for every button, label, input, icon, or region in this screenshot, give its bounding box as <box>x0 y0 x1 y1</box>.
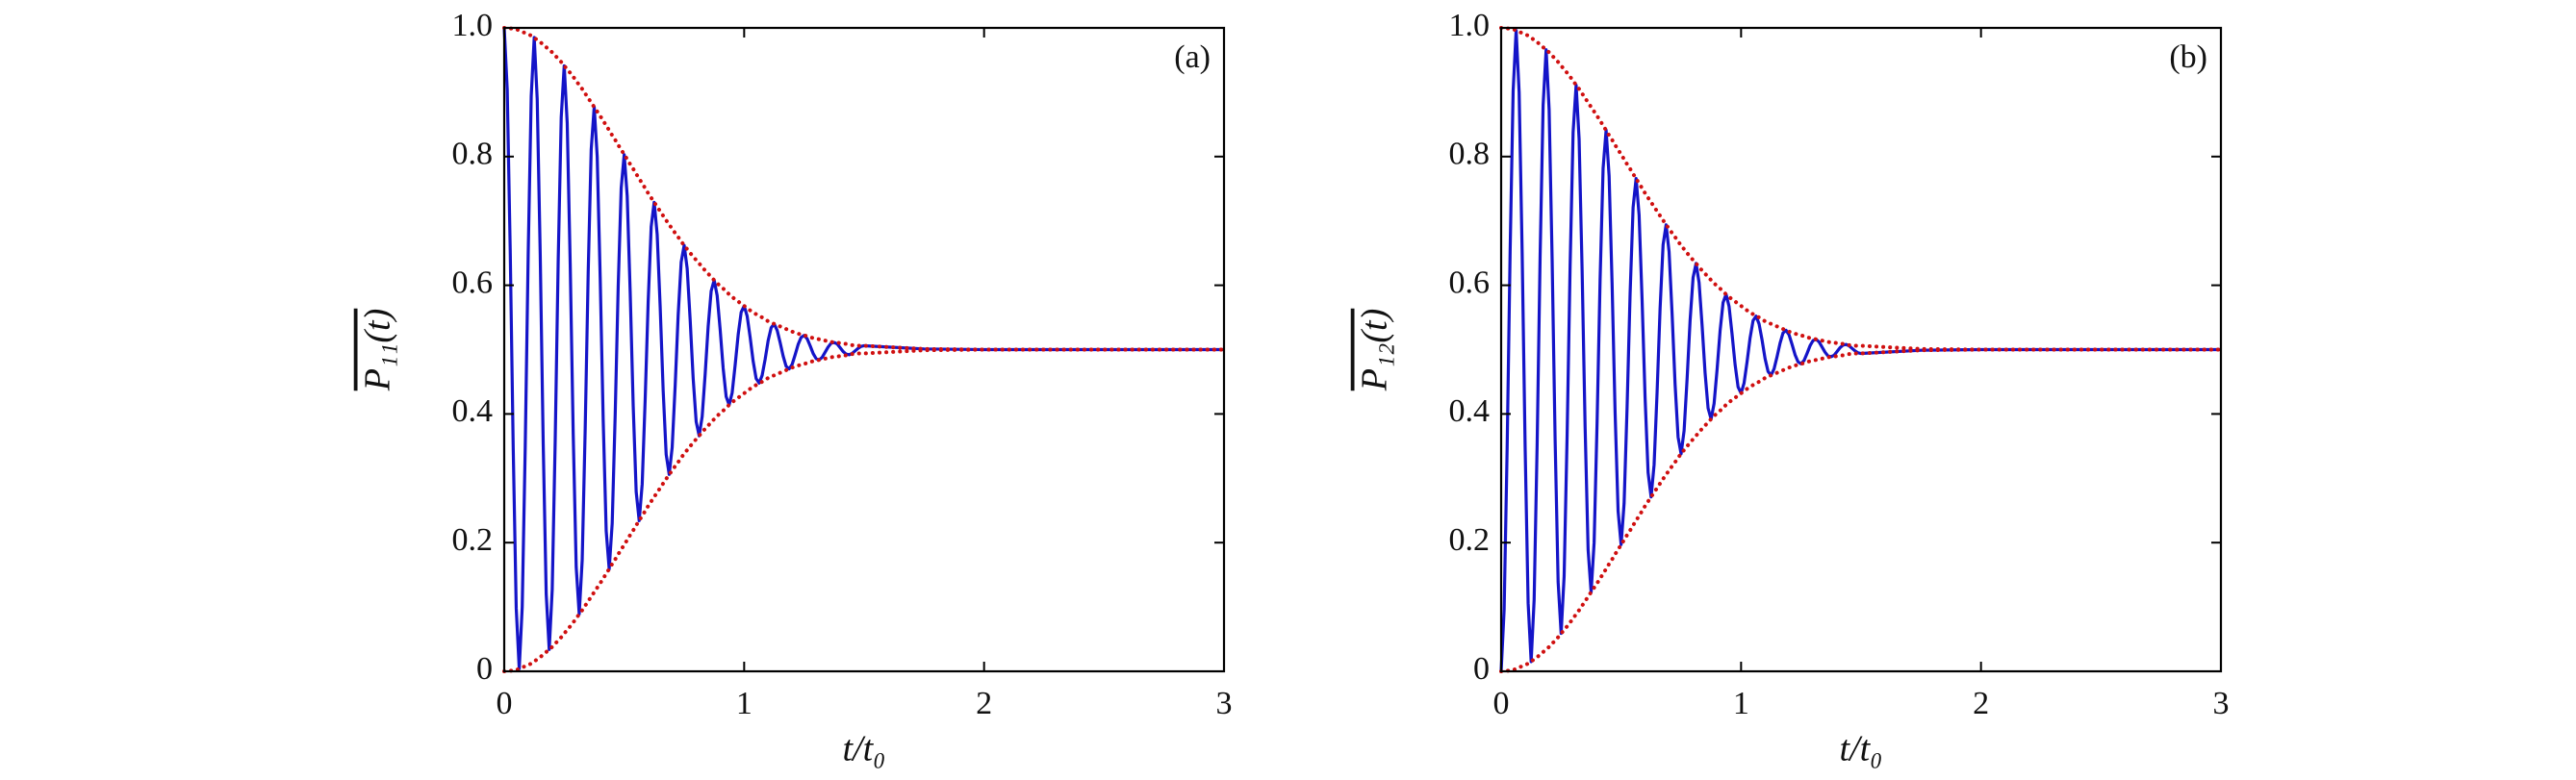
panel: 0 1 2 3 0 0.2 0.4 0.6 0.8 1.0 (a) t/t₀ P₁₁(t) <box>358 8 1233 769</box>
y-tick-label: 1.0 <box>1449 8 1491 43</box>
panel-label: (b) <box>2169 39 2207 75</box>
x-tick-label: 3 <box>1216 686 1233 721</box>
data-line <box>1499 26 2223 352</box>
x-axis-label: t/t₀ <box>1840 729 1883 769</box>
y-tick-label: 0.8 <box>1449 137 1491 172</box>
x-tick-label: 0 <box>497 686 513 721</box>
x-tick-label: 1 <box>1733 686 1749 721</box>
data-line <box>502 27 1224 670</box>
x-tick-label: 1 <box>736 686 752 721</box>
y-tick-label: 0.8 <box>452 137 494 172</box>
y-tick-label: 0.6 <box>1449 264 1491 300</box>
panel-label: (a) <box>1174 39 1211 75</box>
data-line <box>1499 29 2221 672</box>
y-tick-label: 1.0 <box>452 8 494 43</box>
data-line <box>1499 347 2223 673</box>
y-axis-label: P₁₂(t) <box>1355 309 1395 392</box>
y-tick-label: 0.2 <box>452 522 494 558</box>
data-line <box>502 26 1226 352</box>
data-line <box>502 347 1226 673</box>
y-tick-label: 0 <box>476 651 493 687</box>
x-tick-label: 3 <box>2213 686 2230 721</box>
x-tick-label: 2 <box>976 686 992 721</box>
x-tick-label: 2 <box>1973 686 1989 721</box>
x-axis-label: t/t₀ <box>843 729 886 769</box>
y-tick-label: 0.2 <box>1449 522 1491 558</box>
y-tick-label: 0.4 <box>1449 393 1491 429</box>
y-tick-label: 0.6 <box>452 264 494 300</box>
y-tick-label: 0 <box>1473 651 1490 687</box>
y-tick-label: 0.4 <box>452 393 494 429</box>
x-tick-label: 0 <box>1493 686 1510 721</box>
plot-frame <box>1499 26 2223 673</box>
y-axis-label: P₁₁(t) <box>358 309 398 392</box>
plot-frame <box>502 26 1226 673</box>
panel: 0 1 2 3 0 0.2 0.4 0.6 0.8 1.0 (b) t/t₀ P₁₂(t) <box>1355 8 2230 769</box>
